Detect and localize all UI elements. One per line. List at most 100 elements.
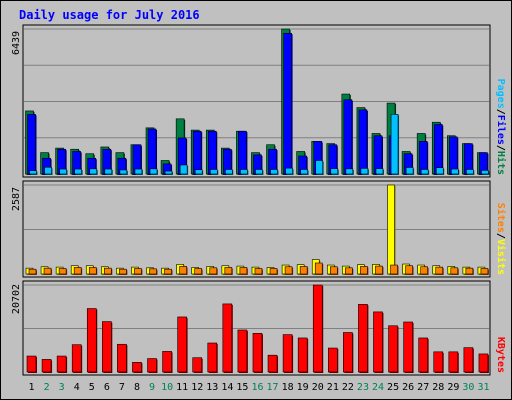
x-tick-label: 26 [402, 382, 414, 393]
bar-kbytes [207, 342, 218, 373]
bar-kbytes [56, 355, 68, 373]
bar-sites [73, 267, 83, 275]
bar-sites [450, 267, 459, 275]
y-max-label-hits-files-pages: 6439 [11, 31, 22, 55]
bar-kbytes [102, 321, 113, 373]
bar-kbytes [267, 354, 279, 373]
bar-files [27, 114, 37, 175]
bar-sites [43, 267, 53, 275]
bar-pages [59, 168, 68, 175]
bar-kbytes [433, 351, 444, 373]
bar-files [343, 99, 353, 175]
x-tick-label: 2 [44, 382, 50, 393]
bar-kbytes [41, 359, 53, 373]
bar-files [192, 130, 203, 175]
y-max-label-kbytes: 20702 [11, 284, 22, 314]
bar-kbytes [71, 344, 83, 373]
x-tick-label: 31 [477, 382, 489, 393]
bar-sites [209, 267, 218, 275]
x-tick-label: 1 [29, 382, 35, 393]
bar-files [283, 32, 293, 175]
x-tick-label: 14 [221, 382, 233, 393]
bar-kbytes [177, 316, 188, 373]
bar-sites [224, 267, 233, 275]
bar-sites [375, 265, 384, 275]
bar-pages [134, 168, 143, 175]
bar-pages [225, 169, 234, 175]
bar-sites [134, 268, 143, 275]
bar-pages [330, 168, 339, 175]
bar-sites [465, 267, 474, 275]
bar-kbytes [282, 334, 294, 373]
bar-kbytes [192, 357, 203, 373]
bar-sites [28, 268, 37, 275]
legend-kbytes: KBytes [495, 337, 506, 373]
bar-kbytes [373, 311, 384, 373]
bar-pages [104, 168, 113, 175]
bar-sites [239, 267, 248, 275]
bar-pages [390, 114, 400, 175]
bar-visits [387, 184, 396, 275]
bar-sites [269, 268, 279, 275]
bar-sites [345, 267, 354, 275]
bar-kbytes [478, 353, 489, 373]
bar-pages [179, 164, 189, 175]
x-tick-label: 16 [251, 382, 263, 393]
bar-kbytes [117, 343, 128, 373]
bar-pages [209, 169, 219, 175]
x-tick-label: 22 [342, 382, 354, 393]
bar-kbytes [463, 347, 474, 373]
bar-kbytes [86, 308, 98, 373]
bar-pages [149, 168, 159, 175]
bar-kbytes [162, 351, 173, 373]
bar-kbytes [343, 332, 354, 373]
x-tick-label: 9 [149, 382, 155, 393]
bar-pages [255, 169, 264, 175]
bar-kbytes [26, 355, 37, 373]
bar-kbytes [252, 333, 263, 373]
bar-pages [481, 170, 490, 175]
x-tick-label: 15 [236, 382, 248, 393]
bar-pages [194, 169, 204, 175]
bar-kbytes [297, 337, 309, 373]
bar-pages [270, 169, 279, 175]
x-tick-label: 21 [327, 382, 339, 393]
bar-kbytes [388, 325, 399, 373]
bar-kbytes [418, 337, 429, 373]
bar-files [238, 130, 248, 175]
bar-sites [164, 268, 173, 275]
bar-kbytes [358, 304, 369, 373]
x-tick-label: 25 [387, 382, 399, 393]
bar-pages [164, 170, 174, 175]
x-tick-label: 12 [191, 382, 203, 393]
bar-kbytes [132, 362, 143, 373]
chart-title: Daily usage for July 2016 [19, 8, 200, 22]
bar-kbytes [403, 321, 414, 373]
x-tick-label: 27 [417, 382, 429, 393]
bar-pages [285, 167, 294, 175]
x-tick-label: 30 [462, 382, 474, 393]
bar-pages [74, 168, 83, 175]
x-tick-label: 8 [134, 382, 140, 393]
bar-sites [284, 266, 294, 275]
bar-files [207, 130, 218, 175]
bar-pages [240, 169, 249, 175]
bar-sites [299, 266, 309, 275]
bar-pages [375, 168, 384, 175]
x-tick-label: 11 [176, 382, 188, 393]
bar-kbytes [222, 303, 233, 373]
bar-pages [405, 167, 415, 175]
bar-kbytes [312, 284, 324, 373]
x-tick-label: 6 [104, 382, 110, 393]
bar-sites [480, 268, 489, 275]
bar-sites [435, 266, 444, 275]
bar-sites [149, 268, 158, 275]
bar-sites [360, 266, 369, 275]
y-max-label-visits-sites: 2587 [11, 187, 22, 211]
x-tick-label: 18 [282, 382, 294, 393]
x-tick-label: 13 [206, 382, 218, 393]
x-tick-label: 10 [161, 382, 173, 393]
x-tick-label: 20 [312, 382, 324, 393]
x-tick-label: 19 [297, 382, 309, 393]
